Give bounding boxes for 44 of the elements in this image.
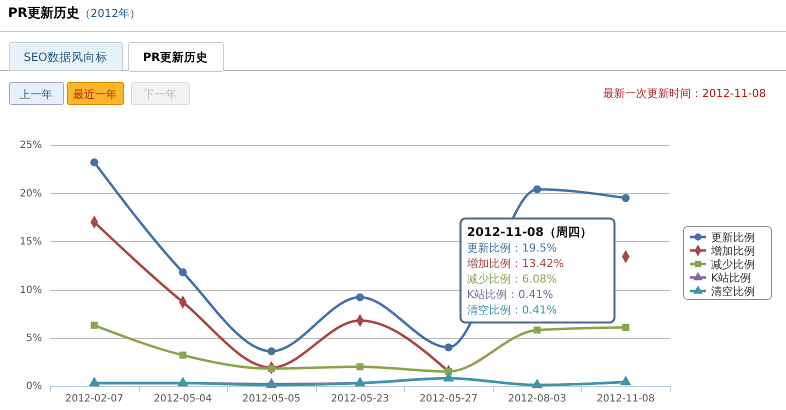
point bbox=[533, 185, 542, 194]
x-tick-label: 2012-08-03 bbox=[508, 394, 566, 405]
point bbox=[268, 365, 275, 372]
tab: PR更新历史 bbox=[128, 42, 224, 72]
y-tick-label: 15% bbox=[20, 236, 42, 248]
y-tick-label: 25% bbox=[20, 140, 42, 152]
legend-label: K站比例 bbox=[711, 272, 752, 284]
point bbox=[356, 293, 364, 302]
y-tick-label: 0% bbox=[26, 381, 42, 392]
x-tick-label: 2012-05-27 bbox=[420, 394, 478, 405]
chart-subtitle: （2012年） bbox=[80, 7, 141, 20]
legend-label: 增加比例 bbox=[710, 244, 755, 258]
point bbox=[444, 343, 453, 352]
legend-label: 清空比例 bbox=[711, 285, 755, 298]
annotation: 增加比例：13.42% bbox=[466, 257, 564, 270]
x-tick-label: 2012-05-23 bbox=[330, 394, 390, 405]
text: 最新一次更新时间：2012-11-08 bbox=[603, 87, 766, 100]
annotation: 2012-11-08（周四） bbox=[467, 225, 592, 239]
y-tick-label: 20% bbox=[20, 188, 42, 200]
point bbox=[179, 352, 186, 359]
point bbox=[267, 347, 276, 356]
annotation: 清空比例：0.41% bbox=[467, 304, 557, 316]
y-tick-label: 5% bbox=[26, 333, 42, 344]
annotation: K站比例：0.41% bbox=[467, 288, 554, 301]
x-tick-label: 2012-02-07 bbox=[65, 394, 124, 405]
point bbox=[178, 268, 187, 276]
x-tick-label: 2012-05-05 bbox=[242, 394, 300, 405]
button: 最近一年 bbox=[67, 82, 124, 105]
point bbox=[622, 324, 630, 331]
point bbox=[90, 322, 98, 329]
annotation: 减少比例：6.08% bbox=[467, 272, 557, 286]
y-tick-label: 10% bbox=[20, 284, 42, 296]
point bbox=[622, 194, 630, 202]
button: 上一年 bbox=[9, 82, 64, 105]
legend-label: 减少比例 bbox=[711, 258, 755, 271]
point bbox=[356, 363, 364, 370]
annotation: 更新比例：19.5% bbox=[467, 242, 557, 254]
legend-label: 更新比例 bbox=[711, 231, 755, 244]
point bbox=[534, 326, 541, 334]
point bbox=[90, 158, 98, 166]
x-tick-label: 2012-05-04 bbox=[154, 394, 212, 405]
tab: SEO数据风向标 bbox=[9, 42, 123, 71]
x-tick-label: 2012-11-08 bbox=[596, 394, 655, 405]
chart-title: PR更新历史 bbox=[8, 5, 80, 21]
